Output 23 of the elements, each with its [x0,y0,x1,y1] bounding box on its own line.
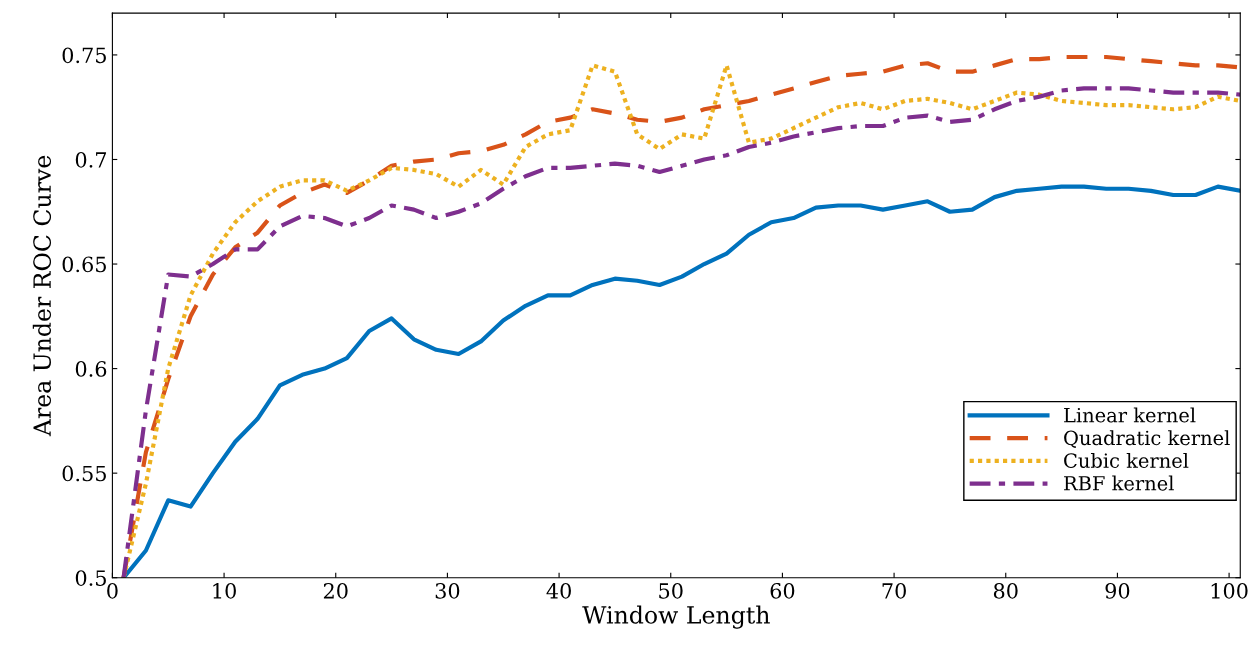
y-tick-label: 0.65 [62,256,106,273]
y-tick-label: 0.75 [62,47,106,64]
x-tick-label: 30 [435,582,460,599]
x-tick-label: 80 [993,582,1018,599]
x-tick-label: 10 [213,582,236,599]
legend-label: Quadratic kernel [1064,430,1230,449]
x-axis-title: Window Length [582,605,770,629]
x-tick-label: 60 [770,582,795,599]
legend-label: RBF kernel [1064,475,1174,491]
x-tick-label: 40 [546,582,571,599]
x-tick-label: 70 [882,582,906,599]
x-tick-label: 20 [323,582,348,599]
x-tick-label: 90 [1105,582,1130,599]
y-tick-label: 0.6 [75,361,107,377]
y-axis-title: Area Under ROC Curve [32,155,52,437]
y-tick-label: 0.5 [75,570,106,586]
x-tick-label: 50 [659,582,683,599]
y-tick-label: 0.55 [62,465,106,482]
x-tick-label: 0 [107,582,118,599]
legend-label: Linear kernel [1064,407,1196,423]
x-tick-label: 100 [1211,582,1248,599]
legend-label: Cubic kernel [1064,452,1189,468]
y-tick-label: 0.7 [75,151,107,168]
